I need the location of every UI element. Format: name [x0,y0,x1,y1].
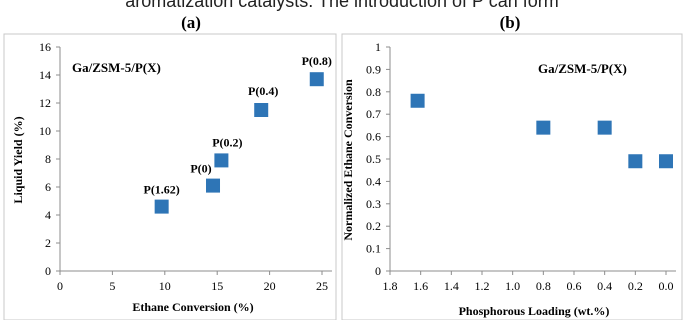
chart-a-xtick-label: 15 [211,279,223,293]
chart-b-point [536,120,551,135]
chart-a-point [154,199,169,214]
chart-a-point [254,103,269,117]
chart-b-xtick-label: 0.0 [659,279,674,293]
chart-b-ytick-label: 0.7 [366,107,381,121]
chart-b: (b) Ga/ZSM-5/P(X) Phosphorous Loading (w… [341,13,683,320]
chart-b-xlabel: Phosphorous Loading (wt.%) [459,304,610,318]
chart-a-point [206,178,221,193]
chart-b-ytick-label: 0.4 [366,174,381,188]
chart-b-xtick-label: 1.4 [444,279,459,293]
chart-b-xtick-label: 1.2 [475,279,490,293]
chart-a-xlabel: Ethane Conversion (%) [132,300,253,314]
chart-b-panel-label: (b) [500,13,521,32]
chart-a-xtick-label: 20 [264,279,276,293]
chart-a-ytick-label: 12 [39,96,51,110]
chart-a-point [214,153,229,168]
chart-b-ytick-label: 1 [375,40,381,54]
chart-a-ytick-label: 6 [45,180,51,194]
chart-a-ytick-label: 10 [39,124,51,138]
chart-a-xtick-label: 0 [57,279,63,293]
chart-b-ytick-label: 0.6 [366,130,381,144]
chart-b-ytick-label: 0 [375,264,381,278]
chart-a-ytick-label: 0 [45,264,51,278]
chart-a-point-label: P(1.62) [143,183,179,197]
chart-a-ytick-label: 2 [45,236,51,250]
caption-fragment: aromatization catalysts. The introductio… [125,0,559,11]
chart-b-ytick-label: 0.3 [366,197,381,211]
chart-b-xtick-label: 0.6 [567,279,582,293]
chart-a-xtick-label: 25 [316,279,328,293]
chart-b-xtick-label: 1.8 [383,279,398,293]
chart-b-point [659,154,673,169]
chart-a-xtick-label: 5 [109,279,115,293]
chart-b-frame [341,33,683,320]
chart-a-ylabel: Liquid Yield (%) [11,116,25,203]
chart-a-xtick-label: 10 [159,279,171,293]
chart-a-title: Ga/ZSM-5/P(X) [72,60,161,75]
chart-b-xtick-label: 1.0 [505,279,520,293]
chart-b-title: Ga/ZSM-5/P(X) [538,61,627,76]
chart-b-ytick-label: 0.8 [366,85,381,99]
chart-a-point [309,72,324,87]
chart-b-point [410,93,425,108]
chart-a-frame [3,33,337,320]
chart-a-ytick-label: 16 [39,40,51,54]
chart-b-xtick-label: 0.8 [536,279,551,293]
chart-b-xtick-label: 0.4 [597,279,612,293]
chart-b-ytick-label: 0.2 [366,219,381,233]
chart-b-point [597,120,612,135]
chart-a-point-label: P(0.8) [302,54,332,68]
chart-b-point [628,154,643,169]
chart-b-ylabel: Normalized Ethane Conversion [341,79,355,241]
chart-a-point-label: P(0.2) [212,135,242,149]
chart-a-ytick-label: 8 [45,152,51,166]
chart-a-panel-label: (a) [181,13,201,32]
chart-a-point-label: P(0) [190,162,211,176]
chart-b-xtick-label: 0.2 [628,279,643,293]
chart-b-ytick-label: 0.1 [366,242,381,256]
chart-a-ytick-label: 4 [45,208,51,222]
chart-b-ytick-label: 0.5 [366,152,381,166]
chart-a: (a) Ga/ZSM-5/P(X) Ethane Conversion (%) … [3,13,337,320]
chart-b-xtick-label: 1.6 [413,279,428,293]
chart-a-point-label: P(0.4) [248,84,278,98]
chart-b-ytick-label: 0.9 [366,62,381,76]
chart-a-ytick-label: 14 [39,68,51,82]
